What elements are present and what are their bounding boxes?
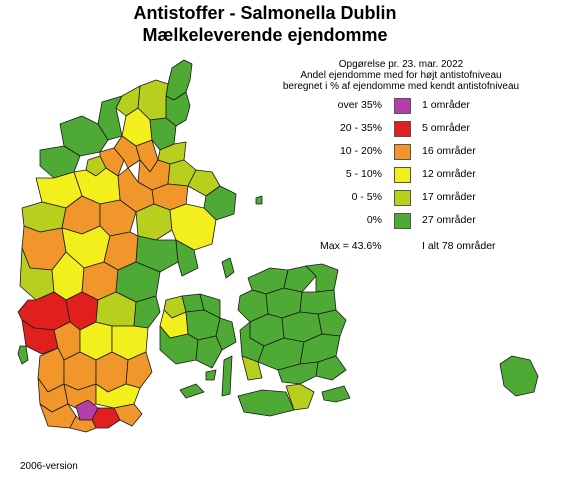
map-subtitle: Mælkeleverende ejendomme <box>142 25 388 45</box>
region-padborg[interactable] <box>69 415 97 433</box>
legend-total: I alt 78 områder <box>422 240 496 252</box>
legend-count: 27 områder <box>422 214 476 226</box>
legend-count: 16 områder <box>422 145 476 157</box>
map-title: Antistoffer - Salmonella Dublin <box>133 3 397 23</box>
legend-swatch-lime <box>394 190 411 206</box>
region-silkeborg[interactable] <box>135 203 173 241</box>
region-hilleroed[interactable] <box>299 289 337 315</box>
legend-count: 5 områder <box>422 122 470 134</box>
region-praestoe[interactable] <box>277 361 319 385</box>
region-taasinge[interactable] <box>205 369 217 381</box>
region-falster[interactable] <box>285 383 315 411</box>
region-anholt[interactable] <box>255 195 263 205</box>
legend-swatch-red <box>394 121 411 137</box>
region-fredericia[interactable] <box>133 295 161 329</box>
region-lolland[interactable] <box>237 389 295 417</box>
version-note: 2006-version <box>20 461 78 472</box>
region-aarhus[interactable] <box>169 203 217 251</box>
legend-range: over 35% <box>337 99 382 111</box>
legend-count: 1 områder <box>422 99 470 111</box>
legend-range: 5 - 10% <box>345 168 382 180</box>
legend-count: 12 områder <box>422 168 476 180</box>
region-langeland[interactable] <box>221 355 233 397</box>
legend-swatch-orange <box>394 144 411 160</box>
region-aabenraa[interactable] <box>95 383 141 409</box>
region-skaelskoer[interactable] <box>241 355 263 381</box>
region-aabenraa-n[interactable] <box>125 351 153 389</box>
legend-swatch-purple <box>394 98 411 114</box>
region-fanoe[interactable] <box>17 345 29 365</box>
region-odder[interactable] <box>175 239 199 277</box>
date-note: Opgørelse pr. 23. mar. 2022 <box>338 59 464 70</box>
region-frederiksvaerk[interactable] <box>283 265 317 293</box>
region-copenhagen[interactable] <box>317 309 347 337</box>
legend-max-value: Max = 43.6% <box>320 240 382 252</box>
legend-range: 0% <box>366 214 382 226</box>
region-svendborg[interactable] <box>195 335 223 369</box>
legend-count: 17 områder <box>422 191 476 203</box>
region-roedding[interactable] <box>63 351 97 391</box>
region-soenderborg[interactable] <box>113 403 143 427</box>
region-bornholm[interactable] <box>499 355 539 397</box>
region-aeroe[interactable] <box>179 383 205 399</box>
measure-note: Andel ejendomme med for højt antistofniv… <box>300 70 502 81</box>
legend-range: 20 - 35% <box>339 122 382 134</box>
region-skagen[interactable] <box>165 59 193 101</box>
legend-range: 0 - 5% <box>351 191 382 203</box>
legend-swatch-yellow <box>394 167 411 183</box>
legend-range: 10 - 20% <box>339 145 382 157</box>
legend-swatch-green <box>394 213 411 229</box>
region-moen[interactable] <box>321 385 351 403</box>
calculation-note: beregnet i % af ejendomme med kendt anti… <box>282 81 520 92</box>
region-samsoe[interactable] <box>221 257 235 279</box>
